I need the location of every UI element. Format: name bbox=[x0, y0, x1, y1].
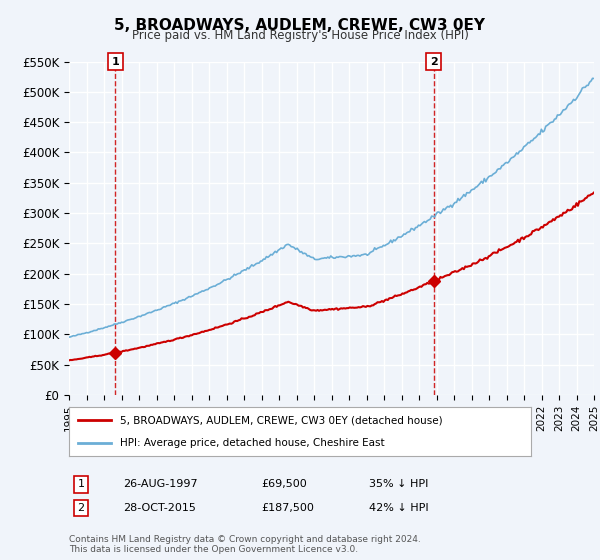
Text: 1: 1 bbox=[77, 479, 85, 489]
Text: HPI: Average price, detached house, Cheshire East: HPI: Average price, detached house, Ches… bbox=[120, 438, 385, 448]
Text: 26-AUG-1997: 26-AUG-1997 bbox=[123, 479, 197, 489]
Text: 5, BROADWAYS, AUDLEM, CREWE, CW3 0EY (detached house): 5, BROADWAYS, AUDLEM, CREWE, CW3 0EY (de… bbox=[120, 416, 442, 426]
Text: 1: 1 bbox=[112, 57, 119, 67]
Text: 2: 2 bbox=[430, 57, 437, 67]
Text: 2: 2 bbox=[77, 503, 85, 513]
Text: Price paid vs. HM Land Registry's House Price Index (HPI): Price paid vs. HM Land Registry's House … bbox=[131, 29, 469, 42]
Text: 35% ↓ HPI: 35% ↓ HPI bbox=[369, 479, 428, 489]
Text: £69,500: £69,500 bbox=[261, 479, 307, 489]
Text: 42% ↓ HPI: 42% ↓ HPI bbox=[369, 503, 428, 513]
Text: £187,500: £187,500 bbox=[261, 503, 314, 513]
Text: 28-OCT-2015: 28-OCT-2015 bbox=[123, 503, 196, 513]
Text: 5, BROADWAYS, AUDLEM, CREWE, CW3 0EY: 5, BROADWAYS, AUDLEM, CREWE, CW3 0EY bbox=[115, 18, 485, 33]
Text: Contains HM Land Registry data © Crown copyright and database right 2024.
This d: Contains HM Land Registry data © Crown c… bbox=[69, 535, 421, 554]
